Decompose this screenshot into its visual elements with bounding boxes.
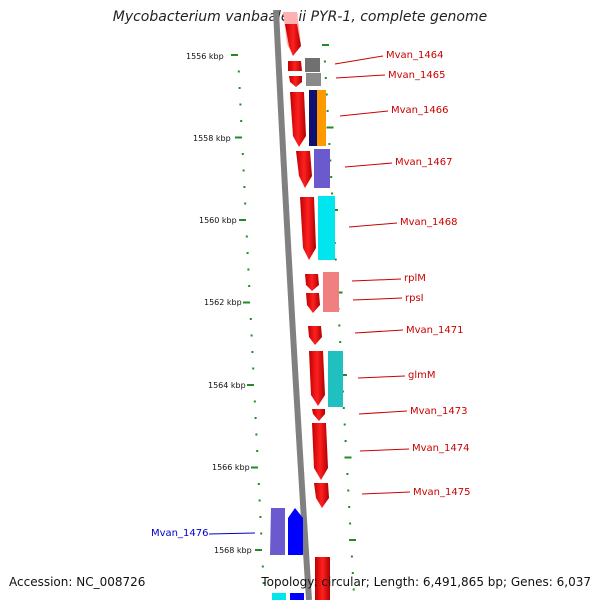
gene-arrow <box>305 274 319 291</box>
gene-box-orange <box>317 90 326 146</box>
forward-strand-genes <box>283 12 330 600</box>
gene-box-purple <box>314 149 330 188</box>
label-leaders <box>208 55 411 535</box>
ruler-label-1556: 1556 kbp <box>186 52 224 61</box>
gene-box-navy <box>309 90 318 146</box>
gene-arrow <box>306 293 320 313</box>
ruler-label-1558: 1558 kbp <box>193 134 231 143</box>
gene-box-blue <box>290 593 304 600</box>
ruler-label-1568: 1568 kbp <box>214 546 252 555</box>
gene-label-mvan-1464[interactable]: Mvan_1464 <box>386 50 443 61</box>
topology-text: Topology: circular; Length: 6,491,865 bp… <box>261 575 591 589</box>
map-title: Mycobacterium vanbaalenii PYR-1, complet… <box>112 9 488 25</box>
genome-backbone <box>273 9 312 600</box>
gene-label-mvan-1465[interactable]: Mvan_1465 <box>388 70 445 81</box>
gene-arrow <box>312 409 325 421</box>
gene-label-mvan-1473[interactable]: Mvan_1473 <box>410 406 467 417</box>
gene-label-mvan-1467[interactable]: Mvan_1467 <box>395 157 452 168</box>
gene-label-mvan-1474[interactable]: Mvan_1474 <box>412 443 469 454</box>
gene-arrow <box>300 197 316 260</box>
gene-box-salmon <box>323 272 339 312</box>
ruler-label-1562: 1562 kbp <box>204 298 242 307</box>
gene-label-glmm[interactable]: glmM <box>408 370 436 381</box>
gene-arrow-blue <box>288 508 303 555</box>
gene-box-purple <box>270 508 285 555</box>
ruler-labels: 1556 kbp 1558 kbp 1560 kbp 1562 kbp 1564… <box>186 52 252 555</box>
gene-label-mvan-1466[interactable]: Mvan_1466 <box>391 105 448 116</box>
cog-boxes <box>270 58 343 600</box>
gene-label-mvan-1471[interactable]: Mvan_1471 <box>406 325 463 336</box>
gene-arrow <box>285 24 301 56</box>
ruler-ticks <box>231 44 356 591</box>
gene-arrow <box>289 76 302 87</box>
gene-label-rpsi[interactable]: rpsI <box>405 293 424 304</box>
gene-arrow <box>315 557 330 600</box>
accession-text: Accession: NC_008726 <box>9 575 146 589</box>
gene-label-mvan-1468[interactable]: Mvan_1468 <box>400 217 457 228</box>
gene-box-teal <box>328 351 343 407</box>
ruler-label-1566: 1566 kbp <box>212 463 250 472</box>
gene-arrow <box>312 423 328 480</box>
ruler-label-1564: 1564 kbp <box>208 381 246 390</box>
gene-box-gray <box>305 58 320 72</box>
gene-arrow <box>288 61 302 71</box>
gene-box-cyan <box>272 593 286 600</box>
gene-box-cyan <box>318 196 335 260</box>
gene-labels: Mvan_1464 Mvan_1465 Mvan_1466 Mvan_1467 … <box>151 50 470 539</box>
gene-arrow <box>314 483 329 508</box>
gene-arrow <box>308 326 322 345</box>
gene-label-mvan-1476[interactable]: Mvan_1476 <box>151 528 208 539</box>
gene-box-gray <box>306 73 321 86</box>
gene-arrow <box>290 92 306 147</box>
gene-arrow <box>296 151 312 188</box>
gene-arrow <box>309 351 325 406</box>
ruler-label-1560: 1560 kbp <box>199 216 237 225</box>
gene-label-rplm[interactable]: rplM <box>404 273 426 284</box>
gene-label-mvan-1475[interactable]: Mvan_1475 <box>413 487 470 498</box>
